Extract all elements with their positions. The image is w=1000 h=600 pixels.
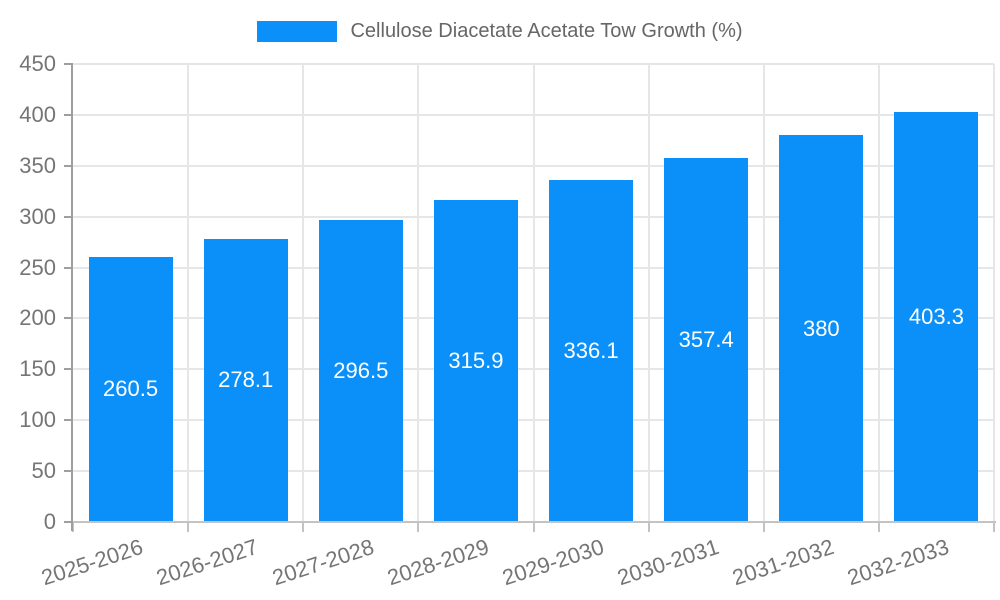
x-axis-label: 2032-2033 bbox=[844, 534, 953, 591]
gridline-vertical bbox=[417, 64, 420, 522]
x-axis-tick bbox=[302, 523, 305, 532]
x-axis-tick bbox=[877, 523, 880, 532]
x-axis-label: 2026-2027 bbox=[153, 534, 262, 591]
gridline-vertical bbox=[302, 64, 305, 522]
y-axis-tick bbox=[64, 317, 73, 320]
y-axis-label: 400 bbox=[19, 101, 56, 127]
gridline-vertical bbox=[762, 64, 765, 522]
y-axis-label: 450 bbox=[19, 51, 56, 76]
y-axis-label: 0 bbox=[43, 509, 56, 534]
x-axis-tick bbox=[532, 523, 535, 532]
legend-swatch bbox=[257, 21, 338, 42]
y-axis-tick bbox=[64, 63, 73, 65]
y-axis-label: 100 bbox=[19, 407, 56, 433]
gridline-vertical bbox=[877, 64, 880, 522]
x-axis-label: 2029-2030 bbox=[498, 534, 607, 591]
x-axis-tick bbox=[417, 523, 420, 532]
y-axis-label: 50 bbox=[31, 458, 56, 484]
bar: 357.4 bbox=[664, 158, 749, 522]
y-axis-tick bbox=[64, 164, 73, 167]
bar-value-label: 336.1 bbox=[563, 337, 619, 363]
bar: 403.3 bbox=[894, 111, 979, 522]
bar: 336.1 bbox=[549, 179, 634, 522]
bar: 380 bbox=[779, 135, 864, 522]
gridline-vertical bbox=[187, 64, 190, 522]
y-axis-line bbox=[71, 64, 73, 531]
gridline-vertical bbox=[532, 64, 535, 522]
x-axis-tick bbox=[993, 523, 995, 532]
bar-value-label: 315.9 bbox=[448, 348, 504, 374]
y-axis-tick bbox=[64, 215, 73, 218]
bar-value-label: 380 bbox=[802, 315, 840, 341]
y-axis-label: 150 bbox=[19, 356, 56, 382]
x-axis-tick bbox=[647, 523, 650, 532]
y-axis-tick bbox=[64, 470, 73, 473]
bar-value-label: 357.4 bbox=[678, 327, 734, 353]
bar-value-label: 296.5 bbox=[333, 358, 389, 384]
x-axis-tick bbox=[762, 523, 765, 532]
x-axis-label: 2028-2029 bbox=[383, 534, 492, 591]
x-axis-tick bbox=[72, 523, 74, 532]
x-axis-label: 2031-2032 bbox=[729, 534, 838, 591]
y-axis-label: 200 bbox=[19, 305, 56, 331]
bar-value-label: 403.3 bbox=[908, 303, 964, 329]
y-axis-tick bbox=[64, 266, 73, 269]
y-axis-tick bbox=[64, 113, 73, 116]
y-axis-tick bbox=[64, 521, 73, 523]
y-axis-tick bbox=[64, 419, 73, 422]
bar-value-label: 278.1 bbox=[218, 367, 274, 393]
bar: 315.9 bbox=[433, 200, 518, 522]
x-axis-label: 2025-2026 bbox=[38, 534, 147, 591]
x-axis-label: 2030-2031 bbox=[614, 534, 722, 591]
x-axis-labels-row: 2025-2026 2026-2027 2027-2028 2028-2029 2029… bbox=[38, 534, 994, 594]
y-axis-label: 300 bbox=[19, 203, 56, 229]
bar: 260.5 bbox=[88, 256, 173, 522]
y-axis-tick bbox=[64, 368, 73, 371]
bar: 296.5 bbox=[318, 220, 403, 522]
x-axis-line bbox=[73, 521, 996, 523]
gridline-vertical bbox=[647, 64, 650, 522]
x-axis-tick bbox=[187, 523, 190, 532]
bar: 278.1 bbox=[203, 238, 288, 522]
y-axis-label: 250 bbox=[19, 254, 56, 280]
legend: Cellulose Diacetate Acetate Tow Growth (… bbox=[0, 20, 1000, 43]
legend-label: Cellulose Diacetate Acetate Tow Growth (… bbox=[350, 20, 743, 42]
x-axis-label: 2027-2028 bbox=[268, 534, 377, 591]
gridline-vertical bbox=[993, 64, 995, 522]
y-axis-label: 350 bbox=[19, 152, 56, 178]
bar-value-label: 260.5 bbox=[103, 376, 159, 402]
